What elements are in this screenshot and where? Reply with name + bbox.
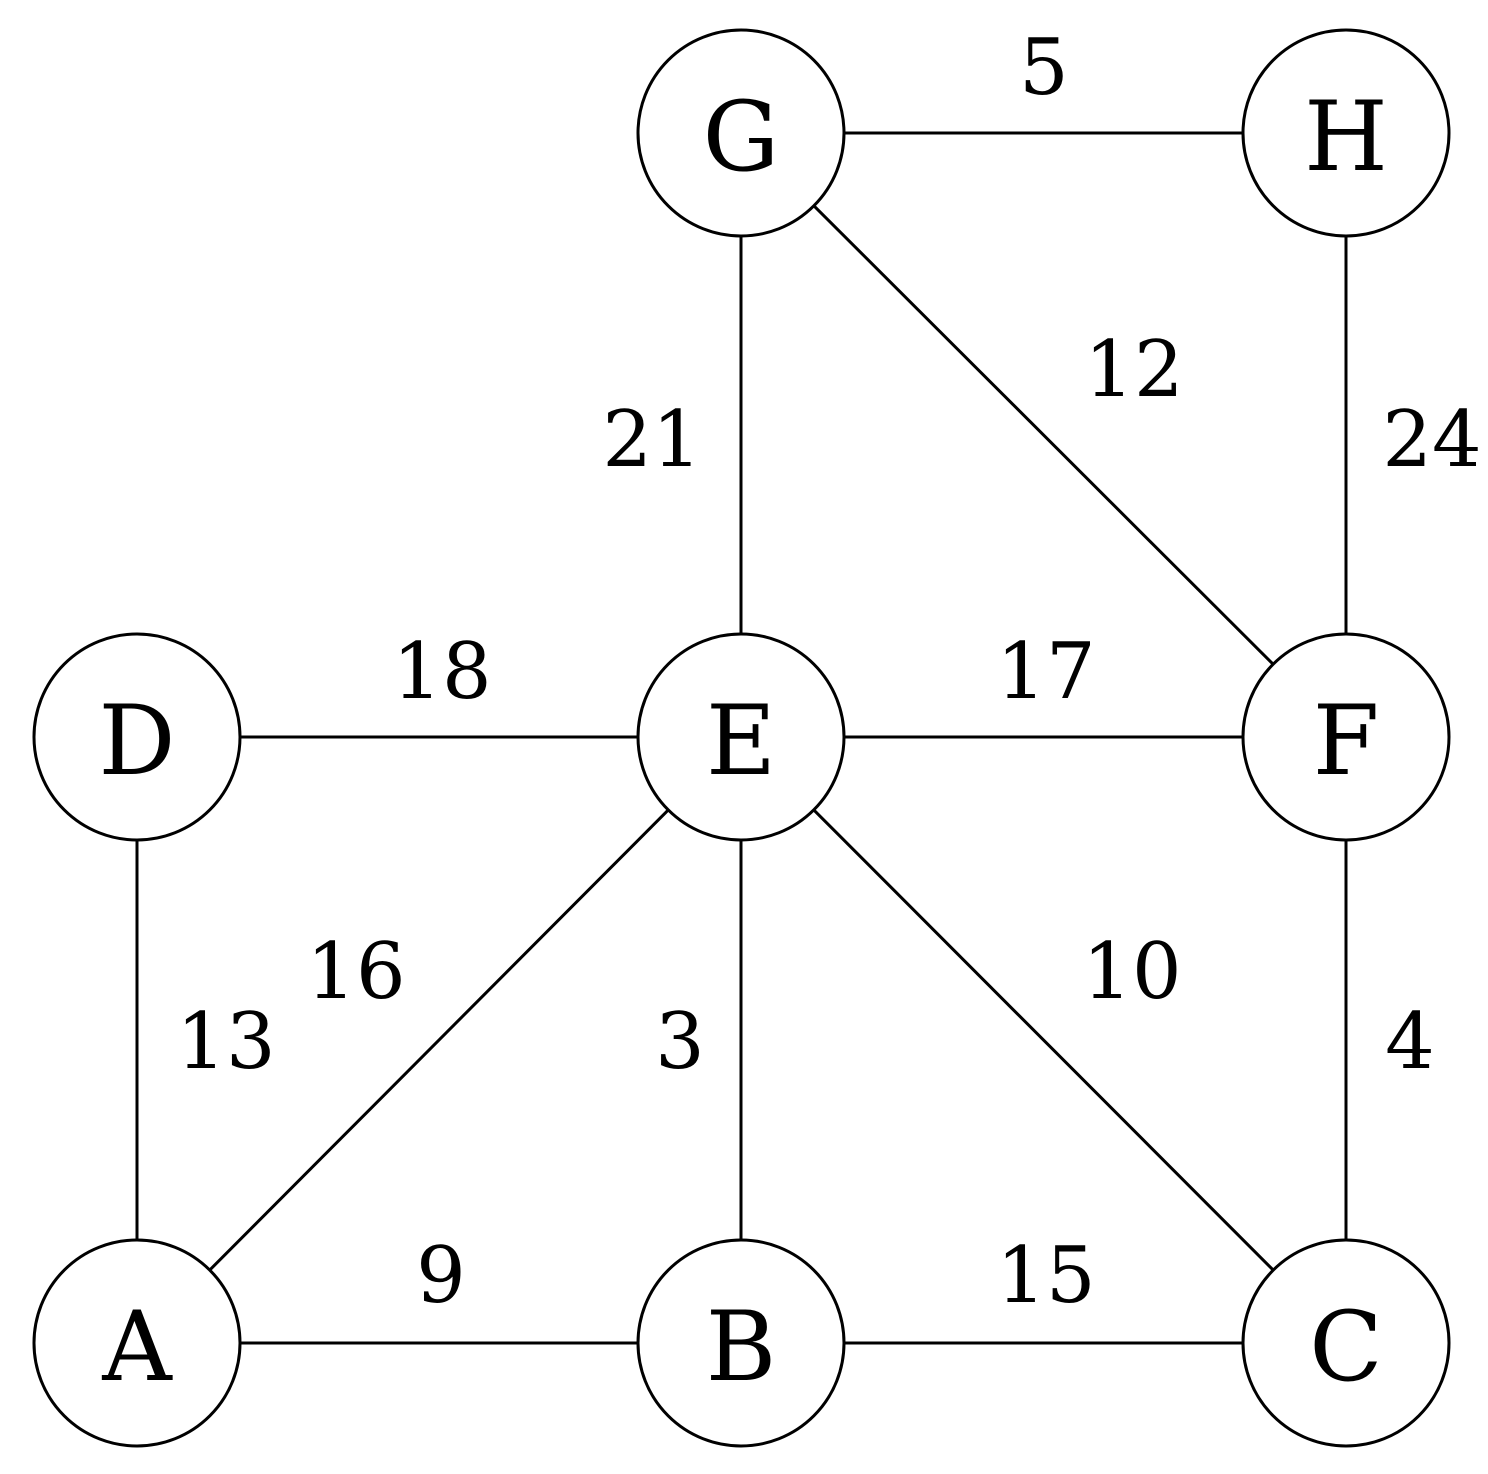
edge-weight-e-b: 3	[655, 997, 705, 1087]
node-b: B	[636, 1238, 846, 1448]
node-label-d: D	[99, 685, 176, 797]
edge-g-f	[812, 204, 1275, 666]
node-e: E	[636, 632, 846, 842]
node-circle-f	[1241, 632, 1451, 842]
node-circle-e	[636, 632, 846, 842]
node-h: H	[1241, 28, 1451, 238]
node-a: A	[32, 1238, 242, 1448]
edge-weight-a-b: 9	[416, 1231, 466, 1321]
node-label-c: C	[1309, 1291, 1382, 1403]
node-label-f: F	[1313, 685, 1380, 797]
node-label-a: A	[101, 1291, 173, 1403]
edge-weight-g-f: 12	[1084, 325, 1183, 415]
node-circle-c	[1241, 1238, 1451, 1448]
edge-weight-f-c: 4	[1385, 997, 1435, 1087]
edge-e-c	[812, 808, 1275, 1272]
edge-weight-b-c: 15	[996, 1231, 1095, 1321]
node-circle-g	[636, 28, 846, 238]
edge-weight-d-e: 18	[392, 627, 491, 717]
edge-a-e	[208, 808, 670, 1272]
edge-weight-g-e: 21	[602, 395, 701, 485]
node-label-g: G	[703, 81, 780, 193]
node-label-b: B	[706, 1291, 777, 1403]
node-circle-d	[32, 632, 242, 842]
edge-weight-a-e: 16	[306, 927, 405, 1017]
node-g: G	[636, 28, 846, 238]
edges-layer	[135, 131, 1348, 1345]
edge-weight-e-c: 10	[1082, 927, 1181, 1017]
nodes-layer: A B C D E F G H	[32, 28, 1451, 1448]
node-c: C	[1241, 1238, 1451, 1448]
node-f: F	[1241, 632, 1451, 842]
node-label-e: E	[706, 685, 776, 797]
node-circle-b	[636, 1238, 846, 1448]
edge-weight-e-f: 17	[996, 627, 1095, 717]
edge-weight-d-a: 13	[176, 997, 275, 1087]
edge-weights-layer: 5 21 12 24 18 17 13 16 3 10 4 9 15	[176, 23, 1481, 1321]
node-circle-a	[32, 1238, 242, 1448]
edge-weight-h-f: 24	[1382, 395, 1481, 485]
node-label-h: H	[1304, 81, 1388, 193]
node-d: D	[32, 632, 242, 842]
edge-weight-g-h: 5	[1019, 23, 1069, 113]
node-circle-h	[1241, 28, 1451, 238]
